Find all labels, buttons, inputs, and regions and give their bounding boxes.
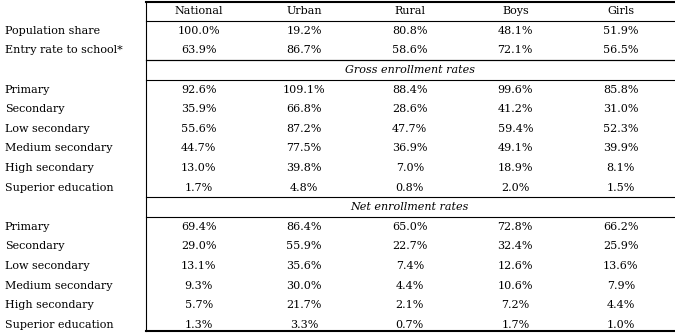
Text: 55.6%: 55.6%: [181, 124, 217, 134]
Text: 51.9%: 51.9%: [603, 26, 639, 36]
Text: High secondary: High secondary: [5, 300, 94, 310]
Text: 1.7%: 1.7%: [184, 182, 213, 193]
Text: Urban: Urban: [286, 6, 322, 16]
Text: 7.9%: 7.9%: [607, 281, 635, 291]
Text: 13.6%: 13.6%: [603, 261, 639, 271]
Text: 48.1%: 48.1%: [497, 26, 533, 36]
Text: Girls: Girls: [608, 6, 634, 16]
Text: Entry rate to school*: Entry rate to school*: [5, 45, 122, 55]
Text: 19.2%: 19.2%: [286, 26, 322, 36]
Text: 86.7%: 86.7%: [286, 45, 322, 55]
Text: 7.2%: 7.2%: [501, 300, 529, 310]
Text: 22.7%: 22.7%: [392, 241, 427, 251]
Text: 32.4%: 32.4%: [497, 241, 533, 251]
Text: 4.4%: 4.4%: [396, 281, 424, 291]
Text: 28.6%: 28.6%: [392, 104, 427, 114]
Text: 8.1%: 8.1%: [607, 163, 635, 173]
Text: 55.9%: 55.9%: [286, 241, 322, 251]
Text: 1.5%: 1.5%: [607, 182, 635, 193]
Text: 13.1%: 13.1%: [181, 261, 217, 271]
Text: 0.7%: 0.7%: [396, 320, 424, 330]
Text: 25.9%: 25.9%: [603, 241, 639, 251]
Text: 12.6%: 12.6%: [497, 261, 533, 271]
Text: 1.7%: 1.7%: [501, 320, 529, 330]
Text: 109.1%: 109.1%: [283, 85, 325, 95]
Text: 1.0%: 1.0%: [607, 320, 635, 330]
Text: 59.4%: 59.4%: [497, 124, 533, 134]
Text: 99.6%: 99.6%: [497, 85, 533, 95]
Text: Medium secondary: Medium secondary: [5, 281, 112, 291]
Text: 39.9%: 39.9%: [603, 143, 639, 154]
Text: 2.1%: 2.1%: [396, 300, 424, 310]
Text: 56.5%: 56.5%: [603, 45, 639, 55]
Text: 52.3%: 52.3%: [603, 124, 639, 134]
Text: 0.8%: 0.8%: [396, 182, 424, 193]
Text: 69.4%: 69.4%: [181, 222, 217, 232]
Text: Primary: Primary: [5, 222, 50, 232]
Text: 86.4%: 86.4%: [286, 222, 322, 232]
Text: 2.0%: 2.0%: [501, 182, 529, 193]
Text: 66.8%: 66.8%: [286, 104, 322, 114]
Text: 4.4%: 4.4%: [607, 300, 635, 310]
Text: Secondary: Secondary: [5, 241, 64, 251]
Text: 63.9%: 63.9%: [181, 45, 217, 55]
Text: 35.9%: 35.9%: [181, 104, 217, 114]
Text: 88.4%: 88.4%: [392, 85, 427, 95]
Text: 87.2%: 87.2%: [286, 124, 322, 134]
Text: 65.0%: 65.0%: [392, 222, 427, 232]
Text: 92.6%: 92.6%: [181, 85, 217, 95]
Text: National: National: [174, 6, 223, 16]
Text: 5.7%: 5.7%: [184, 300, 213, 310]
Text: Low secondary: Low secondary: [5, 124, 89, 134]
Text: 18.9%: 18.9%: [497, 163, 533, 173]
Text: 21.7%: 21.7%: [286, 300, 322, 310]
Text: 100.0%: 100.0%: [178, 26, 220, 36]
Text: 10.6%: 10.6%: [497, 281, 533, 291]
Text: 85.8%: 85.8%: [603, 85, 639, 95]
Text: 80.8%: 80.8%: [392, 26, 427, 36]
Text: Primary: Primary: [5, 85, 50, 95]
Text: 44.7%: 44.7%: [181, 143, 217, 154]
Text: Secondary: Secondary: [5, 104, 64, 114]
Text: Gross enrollment rates: Gross enrollment rates: [345, 65, 475, 75]
Text: 72.8%: 72.8%: [497, 222, 533, 232]
Text: 49.1%: 49.1%: [497, 143, 533, 154]
Text: 58.6%: 58.6%: [392, 45, 427, 55]
Text: 9.3%: 9.3%: [184, 281, 213, 291]
Text: 72.1%: 72.1%: [497, 45, 533, 55]
Text: 29.0%: 29.0%: [181, 241, 217, 251]
Text: 31.0%: 31.0%: [603, 104, 639, 114]
Text: 35.6%: 35.6%: [286, 261, 322, 271]
Text: Superior education: Superior education: [5, 182, 113, 193]
Text: Medium secondary: Medium secondary: [5, 143, 112, 154]
Text: 3.3%: 3.3%: [290, 320, 319, 330]
Text: High secondary: High secondary: [5, 163, 94, 173]
Text: Population share: Population share: [5, 26, 100, 36]
Text: 7.0%: 7.0%: [396, 163, 424, 173]
Text: 1.3%: 1.3%: [184, 320, 213, 330]
Text: 41.2%: 41.2%: [497, 104, 533, 114]
Text: 13.0%: 13.0%: [181, 163, 217, 173]
Text: Low secondary: Low secondary: [5, 261, 89, 271]
Text: 77.5%: 77.5%: [287, 143, 322, 154]
Text: Rural: Rural: [394, 6, 425, 16]
Text: 4.8%: 4.8%: [290, 182, 319, 193]
Text: 47.7%: 47.7%: [392, 124, 427, 134]
Text: 36.9%: 36.9%: [392, 143, 427, 154]
Text: Net enrollment rates: Net enrollment rates: [350, 202, 469, 212]
Text: 39.8%: 39.8%: [286, 163, 322, 173]
Text: 7.4%: 7.4%: [396, 261, 424, 271]
Text: 66.2%: 66.2%: [603, 222, 639, 232]
Text: Superior education: Superior education: [5, 320, 113, 330]
Text: 30.0%: 30.0%: [286, 281, 322, 291]
Text: Boys: Boys: [502, 6, 529, 16]
